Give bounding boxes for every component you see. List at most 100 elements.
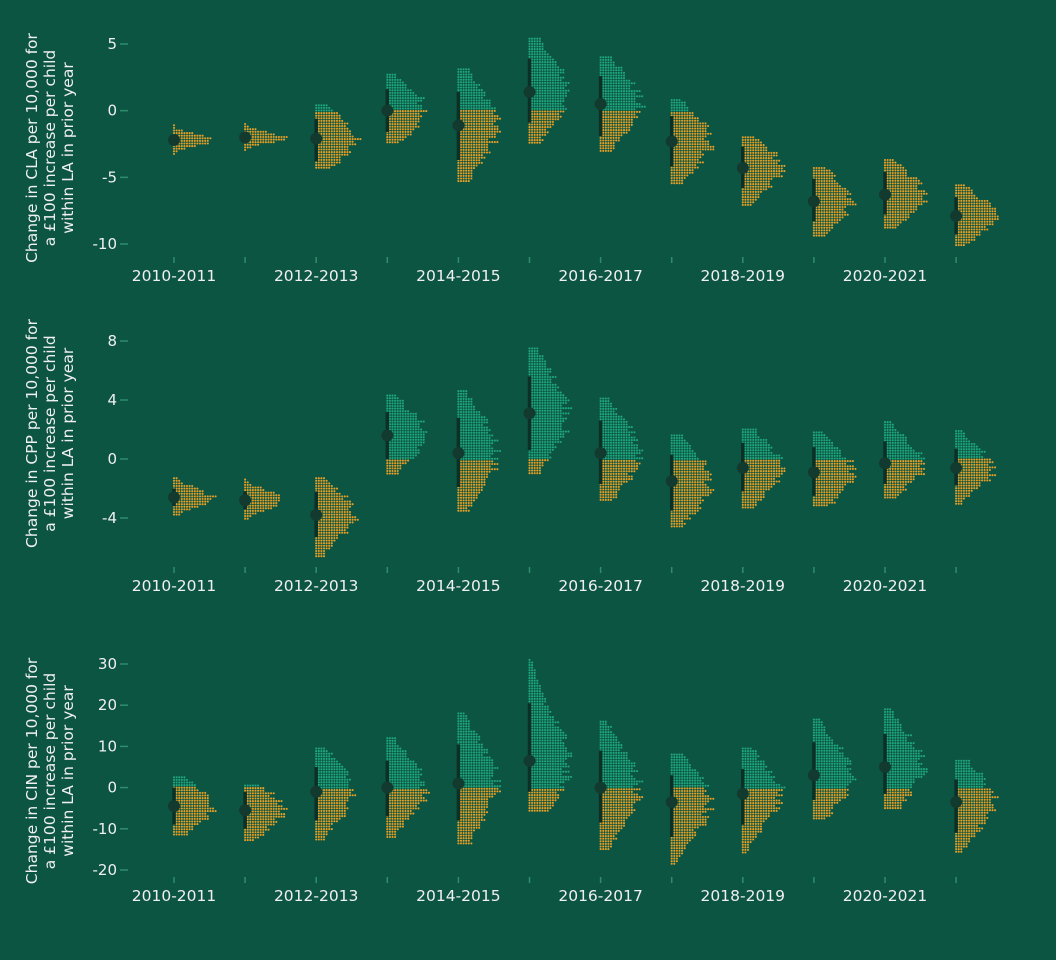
- data-dot: [765, 147, 767, 149]
- data-dot: [257, 139, 259, 141]
- data-dot: [323, 501, 325, 503]
- data-dot: [973, 228, 975, 230]
- data-dot: [460, 395, 462, 397]
- data-dot: [328, 117, 330, 119]
- data-dot: [981, 213, 983, 215]
- data-dot: [410, 94, 412, 96]
- data-dot: [889, 214, 891, 216]
- data-dot: [323, 104, 325, 106]
- data-dot: [639, 90, 641, 92]
- data-dot: [963, 195, 965, 197]
- data-dot: [483, 102, 485, 104]
- data-dot: [460, 414, 462, 416]
- data-dot: [483, 445, 485, 447]
- data-dot: [973, 200, 975, 202]
- data-dot: [339, 115, 341, 117]
- data-dot: [326, 516, 328, 518]
- data-dot: [605, 67, 607, 69]
- data-dot: [549, 121, 551, 123]
- data-dot: [839, 190, 841, 192]
- data-dot: [270, 502, 272, 504]
- data-dot: [394, 126, 396, 128]
- data-dot: [536, 71, 538, 73]
- data-dot: [275, 136, 277, 138]
- data-dot: [389, 454, 391, 456]
- data-dot: [900, 169, 902, 171]
- data-dot: [318, 550, 320, 552]
- data-dot: [821, 185, 823, 187]
- data-dot: [905, 216, 907, 218]
- data-dot: [460, 434, 462, 436]
- data-dot: [463, 393, 465, 395]
- data-dot: [336, 148, 338, 150]
- data-dot: [913, 193, 915, 195]
- data-dot: [971, 192, 973, 194]
- data-dot: [915, 201, 917, 203]
- data-dot: [607, 126, 609, 128]
- data-dot: [262, 510, 264, 512]
- data-dot: [699, 138, 701, 140]
- data-dot: [183, 498, 185, 500]
- data-dot: [755, 188, 757, 190]
- data-dot: [486, 466, 488, 468]
- data-dot: [531, 74, 533, 76]
- data-dot: [323, 120, 325, 122]
- data-dot: [639, 111, 641, 113]
- data-dot: [202, 137, 204, 139]
- data-dot: [460, 136, 462, 138]
- data-dot: [473, 460, 475, 462]
- data-dot: [618, 126, 620, 128]
- data-dot: [554, 74, 556, 76]
- data-dot: [747, 139, 749, 141]
- data-dot: [549, 69, 551, 71]
- data-dot: [615, 111, 617, 113]
- data-dot: [557, 113, 559, 115]
- data-dot: [394, 100, 396, 102]
- data-dot: [823, 211, 825, 213]
- data-dot: [468, 133, 470, 135]
- data-dot: [394, 444, 396, 446]
- data-dot: [478, 162, 480, 164]
- data-dot: [402, 107, 404, 109]
- data-dot: [399, 128, 401, 130]
- data-dot: [531, 113, 533, 115]
- data-dot: [607, 87, 609, 89]
- data-dot: [207, 498, 209, 500]
- data-dot: [773, 170, 775, 172]
- data-dot: [470, 447, 472, 449]
- data-dot: [968, 200, 970, 202]
- data-dot: [326, 519, 328, 521]
- data-dot: [536, 95, 538, 97]
- data-dot: [536, 121, 538, 123]
- data-dot: [971, 234, 973, 236]
- data-dot: [320, 104, 322, 106]
- data-dot: [984, 210, 986, 212]
- data-dot: [984, 213, 986, 215]
- data-dot: [341, 141, 343, 143]
- data-dot: [404, 89, 406, 91]
- data-dot: [465, 94, 467, 96]
- data-dot: [468, 73, 470, 75]
- data-dot: [768, 178, 770, 180]
- data-dot: [410, 413, 412, 415]
- data-dot: [402, 113, 404, 115]
- data-dot: [391, 470, 393, 472]
- x-tick-label: 2018-2019: [701, 577, 786, 595]
- data-dot: [610, 61, 612, 63]
- data-dot: [963, 200, 965, 202]
- data-dot: [549, 105, 551, 107]
- data-dot: [391, 421, 393, 423]
- data-dot: [557, 87, 559, 89]
- data-dot: [344, 151, 346, 153]
- data-dot: [971, 205, 973, 207]
- data-dot: [615, 121, 617, 123]
- data-dot: [331, 143, 333, 145]
- data-dot: [489, 128, 491, 130]
- data-dot: [262, 505, 264, 507]
- data-dot: [752, 136, 754, 138]
- data-dot: [468, 167, 470, 169]
- data-dot: [742, 141, 744, 143]
- data-dot: [486, 102, 488, 104]
- data-dot: [318, 482, 320, 484]
- data-dot: [620, 87, 622, 89]
